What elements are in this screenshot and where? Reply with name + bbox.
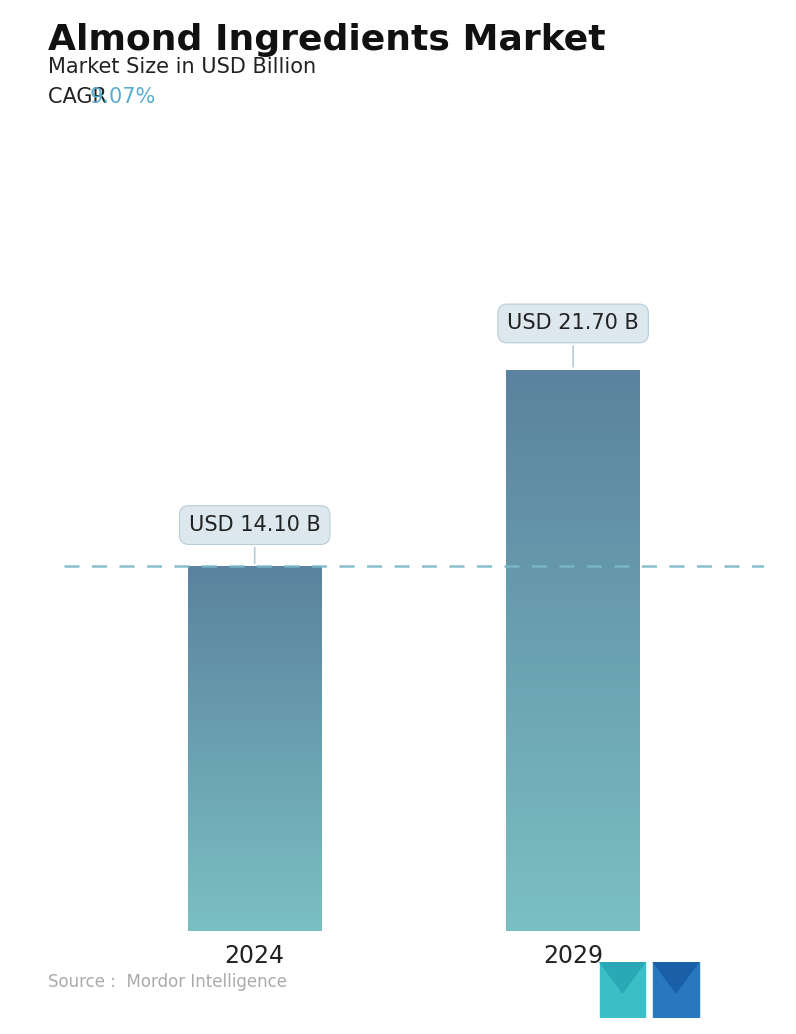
Text: USD 21.70 B: USD 21.70 B bbox=[507, 313, 639, 367]
Polygon shape bbox=[599, 962, 646, 1018]
Polygon shape bbox=[599, 962, 646, 993]
Text: 9.07%: 9.07% bbox=[89, 87, 155, 107]
Text: Market Size in USD Billion: Market Size in USD Billion bbox=[48, 57, 316, 77]
Text: Almond Ingredients Market: Almond Ingredients Market bbox=[48, 23, 606, 57]
Text: USD 14.10 B: USD 14.10 B bbox=[189, 515, 321, 564]
Polygon shape bbox=[653, 962, 699, 993]
Text: Source :  Mordor Intelligence: Source : Mordor Intelligence bbox=[48, 973, 287, 991]
Bar bbox=[188, 567, 322, 931]
Text: CAGR: CAGR bbox=[48, 87, 113, 107]
Bar bbox=[506, 369, 640, 931]
Polygon shape bbox=[653, 962, 699, 1018]
